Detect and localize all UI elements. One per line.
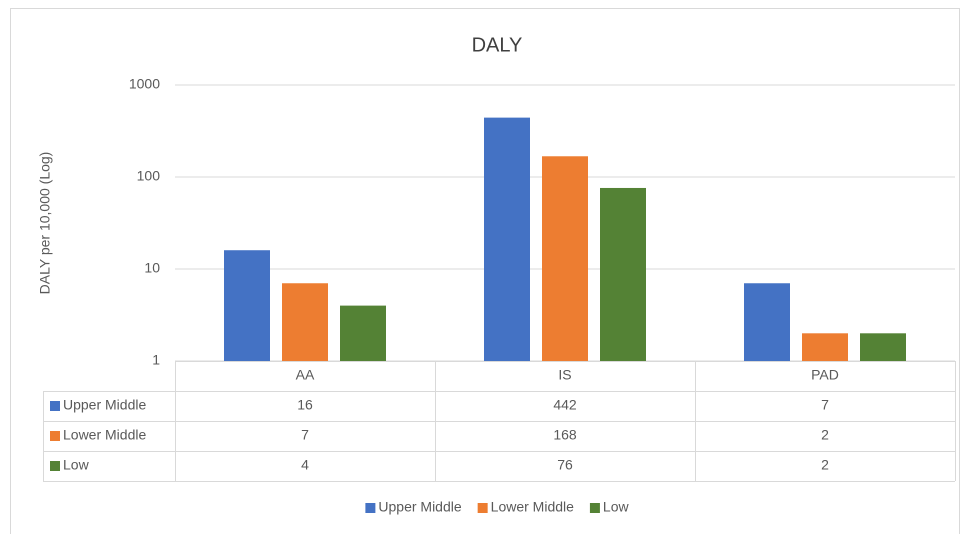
bar	[282, 283, 328, 361]
x-tick-label: PAD	[811, 367, 839, 383]
table-value: 2	[821, 427, 829, 443]
table-value: 7	[301, 427, 309, 443]
x-tick-label: IS	[558, 367, 571, 383]
table-legend-key	[50, 401, 60, 411]
y-tick-label: 100	[137, 168, 161, 184]
legend-key	[477, 503, 488, 513]
table-value: 16	[297, 397, 313, 413]
table-value: 2	[821, 457, 829, 473]
chart-border	[10, 8, 960, 534]
table-legend-key	[50, 461, 60, 471]
bar	[484, 117, 530, 361]
bar	[542, 156, 588, 361]
legend-label: Low	[603, 499, 630, 515]
bar	[340, 305, 386, 361]
table-value: 168	[553, 427, 577, 443]
legend-label: Lower Middle	[491, 499, 574, 515]
bar	[600, 187, 646, 361]
table-value: 4	[301, 457, 309, 473]
table-row-label: Lower Middle	[63, 427, 146, 443]
table-legend-key	[50, 431, 60, 441]
bar	[802, 333, 848, 361]
legend-label: Upper Middle	[378, 499, 461, 515]
bar	[860, 333, 906, 361]
x-tick-label: AA	[296, 367, 315, 383]
y-tick-label: 1000	[129, 76, 160, 92]
y-axis-label: DALY per 10,000 (Log)	[37, 152, 53, 295]
table-value: 442	[553, 397, 577, 413]
table-value: 76	[557, 457, 573, 473]
chart-title: DALY	[472, 34, 523, 56]
bar	[744, 283, 790, 361]
table-row-label: Upper Middle	[63, 397, 146, 413]
table-value: 7	[821, 397, 829, 413]
bar	[224, 250, 270, 361]
y-tick-label: 10	[144, 260, 160, 276]
table-row-label: Low	[63, 457, 90, 473]
y-tick-label: 1	[152, 352, 160, 368]
legend-key	[589, 503, 600, 513]
legend-key	[365, 503, 376, 513]
